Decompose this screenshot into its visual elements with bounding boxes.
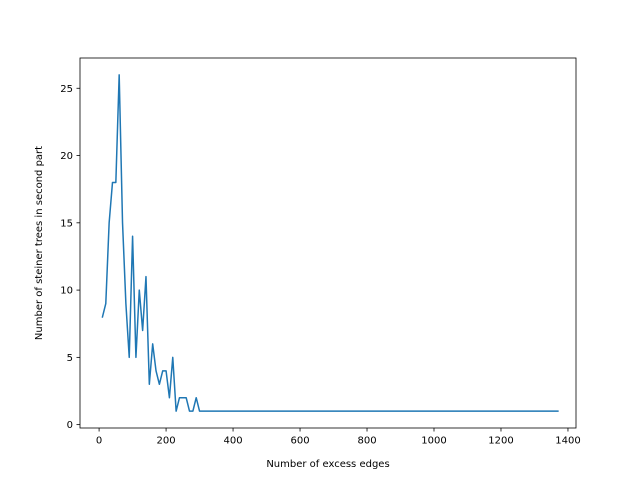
x-tick-label: 1400 [555,436,580,447]
y-tick-label: 0 [67,420,73,431]
x-axis-label: Number of excess edges [266,459,389,470]
x-tick-label: 0 [96,436,102,447]
x-tick-label: 200 [157,436,176,447]
y-tick-label: 20 [60,151,73,162]
x-tick-label: 600 [290,436,309,447]
y-axis-label: Number of steiner trees in second part [34,146,45,340]
series-line [101,74,559,412]
x-tick-label: 800 [357,436,376,447]
x-tick-label: 400 [224,436,243,447]
y-tick-label: 5 [67,353,73,364]
axes: 0 200 400 600 800 1000 1200 1400 0 5 10 15 20 25 [60,57,581,447]
y-tick-label: 10 [60,286,73,297]
y-tick-label: 15 [60,218,73,229]
axes-frame [79,57,577,429]
x-tick-label: 1200 [488,436,513,447]
x-tick-label: 1000 [421,436,446,447]
y-tick-label: 25 [60,84,73,95]
plot-area [101,74,559,412]
